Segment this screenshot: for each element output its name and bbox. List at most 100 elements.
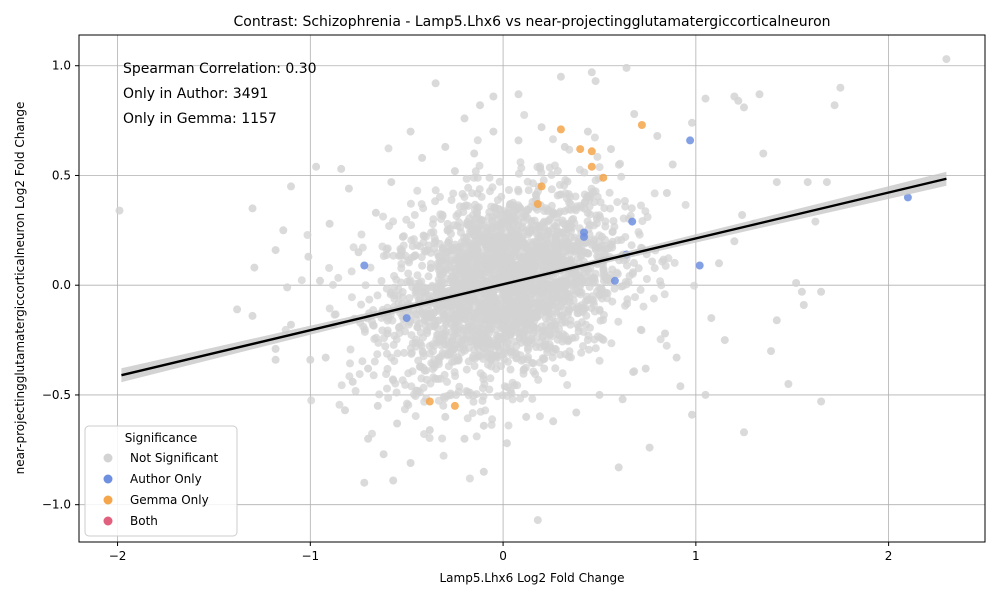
cloud-point bbox=[553, 167, 562, 175]
point-author-only bbox=[695, 261, 704, 270]
cloud-point bbox=[435, 239, 444, 248]
cloud-point bbox=[346, 345, 355, 354]
point-not-significant bbox=[479, 421, 488, 430]
point-author-only bbox=[628, 217, 637, 226]
cloud-point bbox=[592, 215, 601, 223]
cloud-point bbox=[465, 302, 474, 311]
cloud-point bbox=[355, 370, 364, 379]
cloud-point bbox=[619, 282, 627, 291]
cloud-point bbox=[544, 216, 553, 225]
cloud-point bbox=[563, 237, 572, 246]
cloud-point bbox=[531, 281, 540, 290]
cloud-point bbox=[525, 336, 534, 345]
point-not-significant bbox=[354, 248, 363, 257]
cloud-point bbox=[477, 326, 486, 334]
cloud-point bbox=[382, 284, 391, 293]
cloud-point bbox=[485, 173, 494, 182]
cloud-point bbox=[440, 370, 449, 379]
cloud-point bbox=[558, 312, 566, 321]
cloud-point bbox=[476, 249, 485, 258]
cloud-point bbox=[596, 284, 605, 293]
annotation-spearman: Spearman Correlation: 0.30 bbox=[123, 61, 317, 77]
x-tick-label: 2 bbox=[885, 549, 893, 563]
point-not-significant bbox=[661, 329, 669, 338]
cloud-point bbox=[506, 386, 515, 395]
legend-marker-gemma-only bbox=[103, 495, 113, 505]
cloud-point bbox=[465, 474, 474, 483]
cloud-point bbox=[462, 311, 471, 320]
point-not-significant bbox=[583, 127, 592, 136]
cloud-point bbox=[627, 204, 636, 213]
cloud-point bbox=[440, 279, 449, 288]
regression-line-group bbox=[121, 171, 947, 383]
point-not-significant bbox=[431, 79, 440, 88]
point-not-significant bbox=[360, 478, 369, 487]
point-not-significant bbox=[476, 101, 484, 110]
point-not-significant bbox=[387, 178, 396, 187]
legend-label-both: Both bbox=[130, 514, 158, 528]
cloud-point bbox=[407, 236, 416, 245]
cloud-point bbox=[361, 281, 370, 290]
cloud-point bbox=[547, 298, 556, 307]
cloud-point bbox=[358, 357, 367, 366]
cloud-point bbox=[589, 240, 598, 249]
point-not-significant bbox=[533, 516, 542, 525]
point-not-significant bbox=[341, 406, 349, 415]
point-not-significant bbox=[734, 96, 743, 105]
cloud-point bbox=[365, 295, 374, 304]
y-tick-label: 1.0 bbox=[52, 59, 71, 73]
point-not-significant bbox=[321, 353, 330, 362]
cloud-point bbox=[504, 421, 513, 430]
cloud-point bbox=[519, 217, 528, 226]
point-not-significant bbox=[460, 114, 469, 123]
cloud-point bbox=[469, 397, 478, 406]
cloud-point bbox=[436, 336, 444, 345]
cloud-point bbox=[583, 217, 592, 226]
point-not-significant bbox=[738, 211, 747, 219]
cloud-point bbox=[425, 349, 434, 358]
cloud-point bbox=[476, 407, 485, 416]
cloud-point bbox=[514, 230, 523, 239]
cloud-point bbox=[347, 267, 356, 276]
cloud-point bbox=[540, 253, 549, 261]
point-not-significant bbox=[514, 136, 523, 145]
point-not-significant bbox=[672, 353, 681, 362]
cloud-point bbox=[382, 370, 391, 378]
point-not-significant bbox=[630, 110, 639, 118]
legend-marker-author-only bbox=[103, 474, 113, 484]
point-author-only bbox=[610, 276, 619, 285]
cloud-point bbox=[394, 285, 403, 294]
cloud-point bbox=[420, 292, 429, 301]
cloud-point bbox=[440, 394, 449, 403]
point-not-significant bbox=[792, 279, 801, 287]
cloud-point bbox=[585, 277, 594, 286]
point-not-significant bbox=[489, 92, 498, 101]
cloud-point bbox=[595, 163, 604, 172]
cloud-point bbox=[410, 211, 419, 219]
cloud-point bbox=[477, 271, 486, 280]
cloud-point bbox=[473, 173, 482, 182]
cloud-point bbox=[415, 282, 424, 291]
cloud-point bbox=[585, 345, 593, 354]
cloud-point bbox=[498, 391, 507, 400]
cloud-point bbox=[547, 185, 556, 194]
cloud-point bbox=[383, 384, 391, 393]
cloud-point bbox=[485, 213, 493, 221]
cloud-point bbox=[452, 212, 461, 220]
cloud-point bbox=[547, 332, 556, 341]
cloud-point bbox=[464, 202, 472, 210]
cloud-point bbox=[506, 330, 515, 339]
cloud-point bbox=[390, 272, 399, 280]
cloud-point bbox=[460, 237, 469, 246]
cloud-point bbox=[521, 363, 530, 372]
point-not-significant bbox=[364, 434, 373, 443]
cloud-point bbox=[391, 379, 400, 388]
cloud-point bbox=[555, 294, 563, 302]
cloud-point bbox=[472, 226, 480, 235]
cloud-point bbox=[487, 316, 496, 325]
cloud-point bbox=[351, 387, 360, 395]
cloud-point bbox=[411, 309, 420, 318]
point-not-significant bbox=[662, 189, 671, 197]
cloud-point bbox=[598, 232, 606, 241]
